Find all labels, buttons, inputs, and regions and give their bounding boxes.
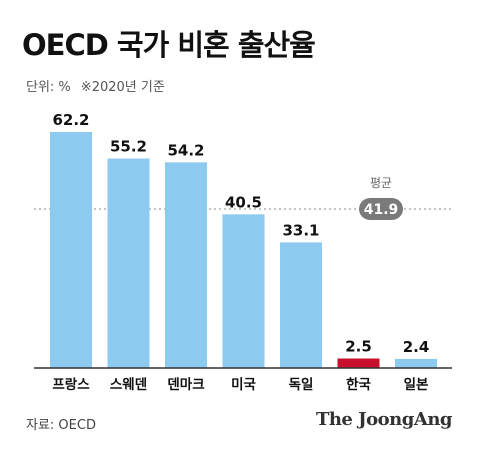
bar — [337, 358, 380, 368]
bar — [107, 158, 150, 368]
source-note: 자료: OECD — [26, 418, 96, 433]
category-label: 프랑스 — [52, 377, 90, 393]
bar — [395, 358, 437, 368]
category-label: 스웨덴 — [110, 377, 147, 393]
value-label: 62.2 — [52, 111, 89, 129]
value-label: 40.5 — [225, 193, 262, 211]
value-label: 55.2 — [110, 138, 147, 156]
average-label: 평균 — [370, 176, 392, 190]
reference-year-note: ※2020년 기준 — [80, 80, 165, 95]
bar — [280, 242, 322, 368]
bar — [50, 132, 92, 368]
category-label: 미국 — [231, 377, 256, 393]
publisher-logo: The JoongAng — [315, 409, 453, 430]
category-label: 덴마크 — [167, 377, 204, 393]
value-label: 2.5 — [345, 338, 372, 356]
average-value: 41.9 — [364, 202, 399, 218]
value-label: 33.1 — [282, 221, 319, 239]
bar — [222, 214, 265, 368]
category-label: 한국 — [346, 377, 371, 393]
unit-label: 단위: % — [26, 80, 71, 95]
bar — [165, 162, 207, 368]
unit-note: 단위: % ※2020년 기준 — [26, 76, 165, 95]
average-badge — [359, 198, 403, 221]
chart-title: OECD 국가 비혼 출산율 — [22, 28, 316, 62]
value-label: 2.4 — [403, 338, 430, 356]
category-label: 일본 — [404, 377, 429, 393]
category-label: 독일 — [289, 377, 314, 393]
value-label: 54.2 — [167, 141, 204, 159]
